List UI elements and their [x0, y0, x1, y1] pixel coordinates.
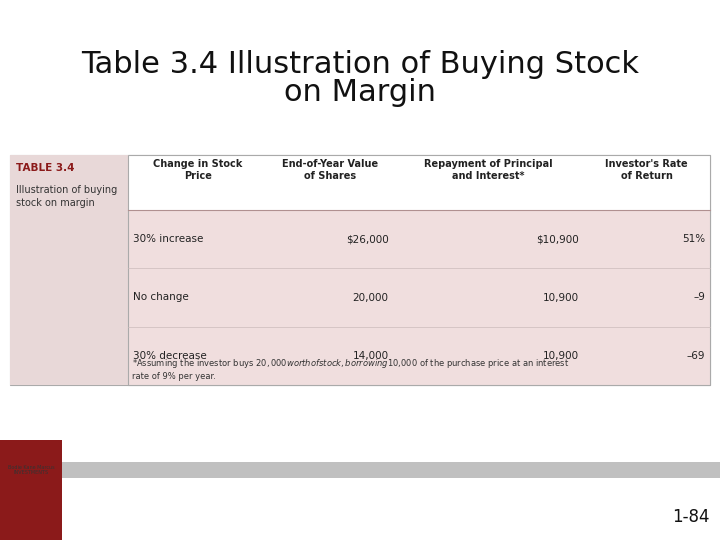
Text: 20,000: 20,000 — [353, 293, 389, 302]
Text: $26,000: $26,000 — [346, 234, 389, 244]
Text: 30% decrease: 30% decrease — [133, 351, 207, 361]
Bar — [128, 155, 710, 385]
Text: 10,900: 10,900 — [542, 293, 578, 302]
Text: 51%: 51% — [682, 234, 705, 244]
Text: Table 3.4 Illustration of Buying Stock: Table 3.4 Illustration of Buying Stock — [81, 50, 639, 79]
Text: Bodie Kane Marcus
INVESTMENTS: Bodie Kane Marcus INVESTMENTS — [8, 464, 54, 475]
Text: Repayment of Principal
and Interest*: Repayment of Principal and Interest* — [424, 159, 553, 181]
Text: 10,900: 10,900 — [542, 351, 578, 361]
Text: on Margin: on Margin — [284, 78, 436, 107]
Text: –69: –69 — [686, 351, 705, 361]
Text: No change: No change — [133, 293, 189, 302]
Text: 1-84: 1-84 — [672, 508, 710, 526]
Text: 30% increase: 30% increase — [133, 234, 203, 244]
Bar — [10, 155, 710, 385]
Text: –9: –9 — [693, 293, 705, 302]
Text: TABLE 3.4: TABLE 3.4 — [16, 163, 74, 173]
Text: End-of-Year Value
of Shares: End-of-Year Value of Shares — [282, 159, 379, 181]
Bar — [128, 155, 710, 210]
Text: Illustration of buying
stock on margin: Illustration of buying stock on margin — [16, 185, 117, 208]
Text: *Assuming the investor buys $20,000 worth of stock, borrowing $10,000 of the pur: *Assuming the investor buys $20,000 wort… — [132, 357, 570, 381]
Bar — [0, 440, 62, 540]
Bar — [62, 462, 720, 478]
Bar — [128, 210, 710, 385]
Bar — [10, 155, 128, 385]
Text: 14,000: 14,000 — [353, 351, 389, 361]
Text: Change in Stock
Price: Change in Stock Price — [153, 159, 242, 181]
Text: $10,900: $10,900 — [536, 234, 578, 244]
Text: Investor's Rate
of Return: Investor's Rate of Return — [606, 159, 688, 181]
